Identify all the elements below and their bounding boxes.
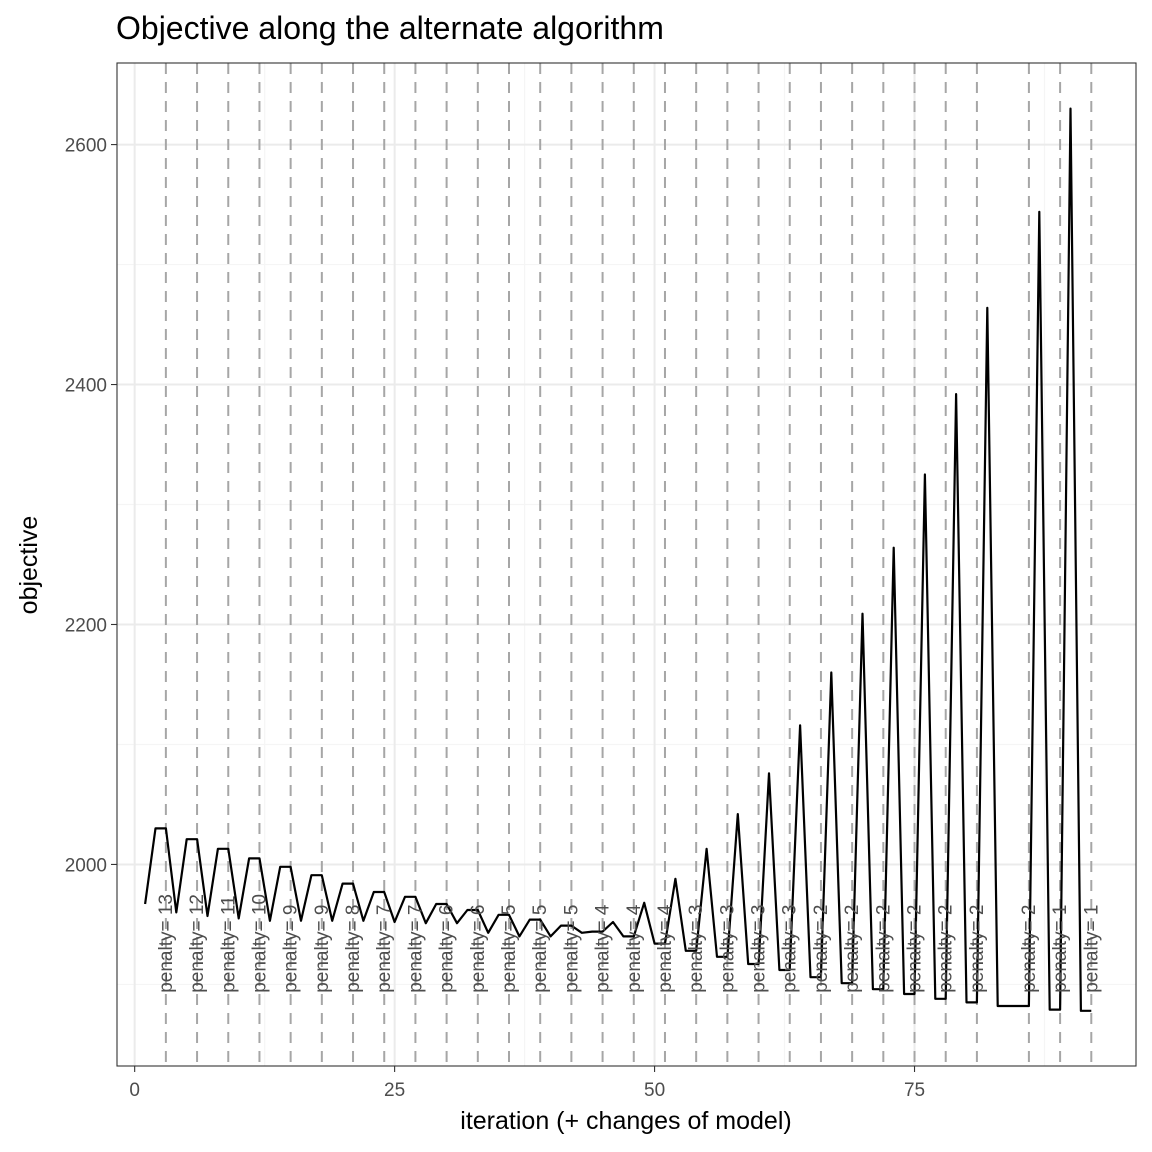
minor-grid (117, 63, 1136, 1066)
x-tick-label: 0 (129, 1080, 140, 1101)
x-tick-label: 50 (644, 1080, 665, 1101)
penalty-label: penalty= 9 (312, 905, 333, 993)
y-tick-label: 2200 (65, 615, 107, 636)
penalty-label: penalty= 1 (1050, 905, 1071, 993)
penalty-label: penalty= 10 (250, 894, 271, 993)
penalty-label: penalty= 2 (1019, 905, 1040, 993)
penalty-label: penalty= 5 (561, 905, 582, 993)
y-axis-title: objective (15, 516, 43, 615)
x-axis-title: iteration (+ changes of model) (460, 1107, 791, 1135)
major-grid (117, 63, 1136, 1066)
chart-title: Objective along the alternate algorithm (116, 10, 664, 46)
penalty-label: penalty= 12 (187, 894, 208, 993)
penalty-label: penalty= 13 (156, 894, 177, 993)
penalty-reference-lines (164, 63, 1093, 1066)
y-tick-label: 2600 (65, 136, 107, 157)
penalty-label: penalty= 4 (593, 904, 614, 993)
y-tick-label: 2400 (65, 376, 107, 397)
penalty-label: penalty= 6 (468, 905, 489, 993)
penalty-label: penalty= 3 (749, 905, 770, 993)
x-axis: 0 25 50 75 (129, 1066, 925, 1101)
penalty-label: penalty= 2 (811, 905, 832, 993)
x-tick-label: 25 (384, 1080, 405, 1101)
penalty-label: penalty= 9 (281, 905, 302, 993)
penalty-label: penalty= 4 (624, 904, 645, 993)
penalty-label: penalty= 3 (717, 905, 738, 993)
y-axis: 2000 2200 2400 2600 (65, 136, 117, 876)
penalty-label: penalty= 8 (343, 905, 364, 993)
penalty-label: penalty= 6 (437, 905, 458, 993)
penalty-label: penalty= 3 (686, 905, 707, 993)
x-tick-label: 75 (904, 1080, 925, 1101)
penalty-label: penalty= 2 (936, 905, 957, 993)
penalty-label: penalty= 5 (499, 905, 520, 993)
penalty-labels: penalty= 13 penalty= 12 penalty= 11 penalty… (156, 894, 1102, 993)
panel-border (116, 62, 1137, 1067)
penalty-label: penalty= 4 (655, 904, 676, 993)
objective-series-line (144, 107, 1092, 1012)
penalty-label: penalty= 2 (842, 905, 863, 993)
penalty-label: penalty= 5 (530, 905, 551, 993)
penalty-label: penalty= 2 (905, 905, 926, 993)
penalty-label: penalty= 2 (967, 905, 988, 993)
series-layer (144, 107, 1092, 1012)
penalty-label: penalty= 1 (1081, 905, 1102, 993)
y-tick-label: 2000 (65, 855, 107, 876)
penalty-label: penalty= 7 (374, 905, 395, 993)
penalty-label: penalty= 7 (405, 905, 426, 993)
penalty-label: penalty= 2 (873, 905, 894, 993)
penalty-label: penalty= 11 (218, 895, 239, 992)
penalty-label: penalty= 3 (780, 905, 801, 993)
